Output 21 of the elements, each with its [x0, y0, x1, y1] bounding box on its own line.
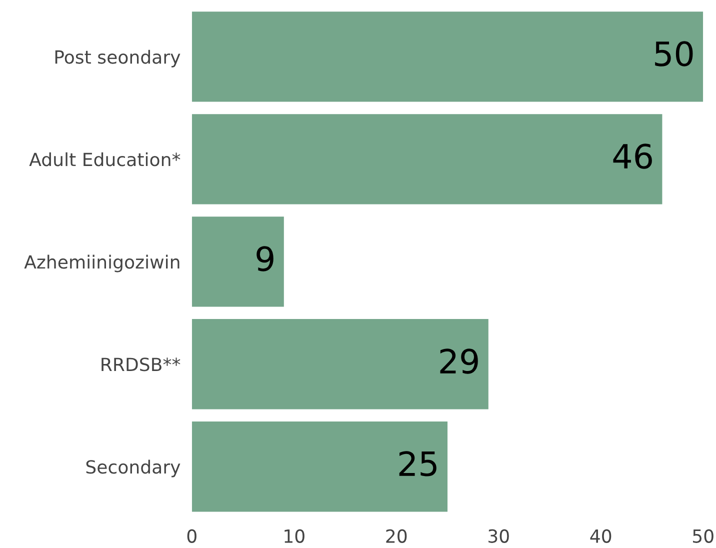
bar	[192, 12, 704, 102]
x-tick-label: 30	[488, 529, 509, 543]
bar	[192, 319, 488, 410]
x-tick-label: 40	[590, 529, 612, 543]
y-tick-label: Post seondary	[55, 50, 180, 68]
y-tick-label: RRDSB**	[102, 358, 180, 372]
y-tick-label: Secondary	[86, 460, 180, 478]
data-label: 25	[399, 451, 436, 476]
x-tick-label: 0	[187, 529, 196, 543]
bar	[192, 422, 448, 512]
y-tick-label: Azhemiinigoziwin	[24, 254, 180, 272]
data-label: 46	[613, 144, 652, 169]
x-tick-label: 50	[693, 529, 714, 543]
data-label: 9	[256, 246, 274, 272]
bar	[192, 216, 284, 307]
data-label: 29	[440, 348, 478, 374]
data-label: 50	[655, 41, 693, 66]
bar	[192, 114, 662, 204]
x-tick-label: 20	[386, 529, 407, 543]
x-tick-label: 10	[284, 529, 304, 543]
y-tick-label: Adult Education*	[29, 152, 180, 166]
